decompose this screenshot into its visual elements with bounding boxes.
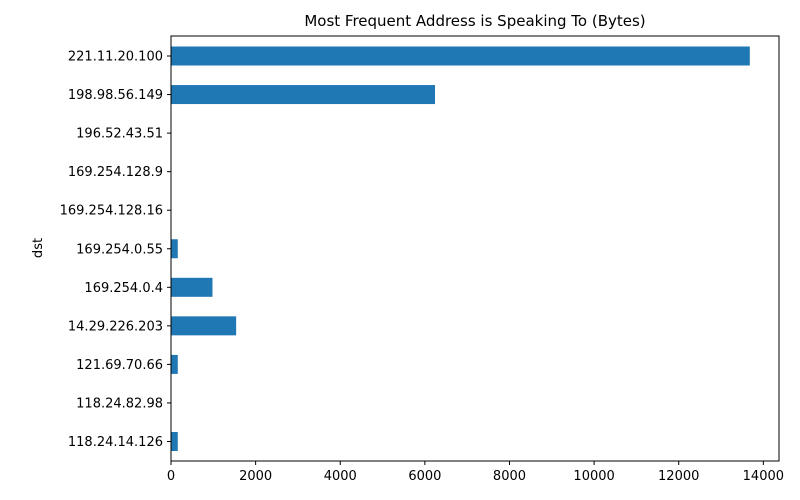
bar-198-98-56-149 (171, 85, 436, 105)
x-tick-label: 10000 (573, 469, 614, 484)
bars-group (171, 46, 750, 451)
bar-169-254-0-4 (171, 277, 213, 297)
x-tick-label: 0 (167, 469, 175, 484)
y-ticks-group: 118.24.14.126 118.24.82.98 121.69.70.66 14.… (60, 50, 171, 450)
y-tick-label: 169.254.0.4 (84, 281, 163, 296)
bar-118-24-14-126 (171, 432, 178, 451)
x-tick-label: 4000 (324, 469, 357, 484)
y-axis-label: dst (31, 238, 46, 258)
y-tick-label: 118.24.82.98 (76, 396, 163, 411)
bar-14-29-226-203 (171, 316, 237, 336)
chart-title: Most Frequent Address is Speaking To (By… (304, 12, 645, 30)
y-tick-label: 169.254.128.16 (60, 204, 163, 219)
y-tick-label: 121.69.70.66 (76, 358, 163, 373)
y-tick-label: 169.254.0.55 (76, 242, 163, 257)
x-tick-label: 12000 (658, 469, 699, 484)
y-tick-label: 14.29.226.203 (68, 319, 163, 334)
y-tick-label: 196.52.43.51 (76, 127, 163, 142)
x-tick-label: 14000 (743, 469, 784, 484)
y-tick-label: 198.98.56.149 (68, 88, 163, 103)
y-tick-label: 169.254.128.9 (68, 165, 163, 180)
y-tick-label: 221.11.20.100 (68, 50, 163, 65)
x-tick-label: 8000 (493, 469, 526, 484)
x-ticks-group: 0 2000 4000 6000 8000 10000 12000 14000 (167, 461, 784, 484)
bar-221-11-20-100 (171, 46, 750, 66)
x-tick-label: 2000 (239, 469, 272, 484)
bar-121-69-70-66 (171, 354, 178, 374)
plot-frame (170, 35, 780, 462)
y-tick-label: 118.24.14.126 (68, 435, 163, 450)
x-tick-label: 6000 (408, 469, 441, 484)
bar-169-254-0-55 (171, 239, 178, 259)
